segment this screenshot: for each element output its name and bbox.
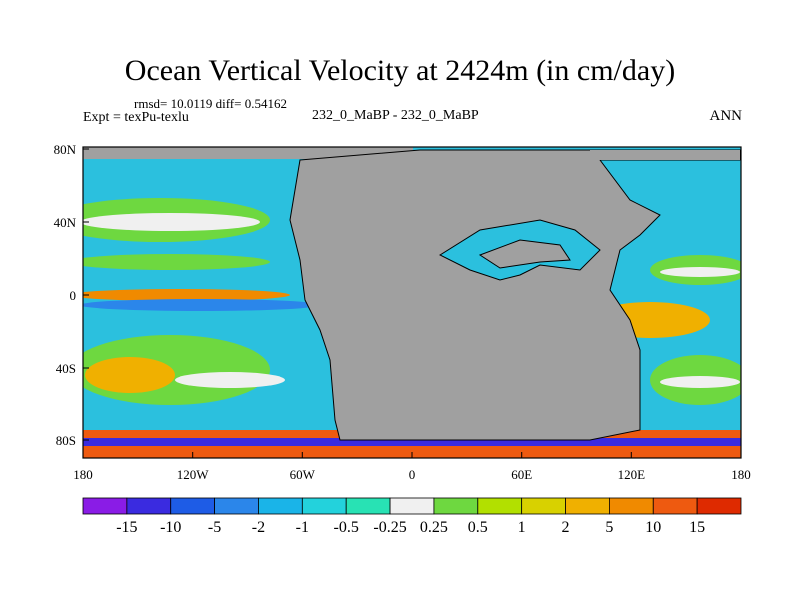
lon-tick-label: 120W bbox=[177, 467, 210, 482]
colorbar-swatch bbox=[565, 497, 610, 515]
case-label: 232_0_MaBP - 232_0_MaBP bbox=[312, 108, 479, 123]
lat-tick-label: 40S bbox=[56, 361, 76, 376]
plot-title: Ocean Vertical Velocity at 2424m (in cm/… bbox=[124, 54, 676, 87]
colorbar-swatch bbox=[652, 497, 698, 515]
colorbar-swatch bbox=[301, 497, 347, 515]
pacific-eq-blue bbox=[83, 299, 320, 311]
east-white-south bbox=[660, 376, 740, 388]
colorbar-label: -1 bbox=[296, 519, 309, 536]
lon-tick-label: 60W bbox=[290, 467, 316, 482]
colorbar-label: 5 bbox=[605, 519, 613, 536]
pacific-white-north bbox=[83, 213, 260, 231]
colorbar-swatch bbox=[126, 497, 172, 515]
map-field bbox=[83, 147, 741, 458]
longitude-axis: 180 120W 60W 0 60E 120E 180 bbox=[73, 452, 751, 482]
southern-ocean-blue bbox=[83, 438, 741, 446]
pacific-south-orange bbox=[85, 357, 175, 393]
colorbar-swatch bbox=[696, 497, 742, 515]
experiment-label: Expt = texPu-texlu bbox=[83, 110, 189, 125]
land-north-cap bbox=[590, 150, 740, 160]
lon-tick-label: 120E bbox=[618, 467, 646, 482]
colorbar-swatch bbox=[521, 497, 566, 515]
lon-tick-label: 0 bbox=[409, 467, 416, 482]
colorbar-swatch bbox=[82, 497, 128, 515]
lat-tick-label: 40N bbox=[54, 215, 77, 230]
colorbar: -15 -10 -5 -2 -1 -0.5 -0.25 0.25 0.5 1 2 5 10 15 bbox=[82, 497, 742, 536]
season-label: ANN bbox=[709, 108, 743, 124]
lat-tick-label: 80S bbox=[56, 433, 76, 448]
colorbar-label: -5 bbox=[208, 519, 221, 536]
lat-tick-label: 0 bbox=[70, 288, 77, 303]
colorbar-swatch bbox=[214, 497, 259, 515]
colorbar-label: -0.5 bbox=[334, 519, 359, 536]
east-white bbox=[660, 267, 740, 277]
lon-tick-label: 60E bbox=[511, 467, 532, 482]
land-east-inner bbox=[478, 239, 571, 269]
colorbar-label: 1 bbox=[518, 519, 526, 536]
colorbar-swatch bbox=[345, 497, 391, 515]
colorbar-label: 0.25 bbox=[420, 519, 448, 536]
colorbar-swatch bbox=[258, 497, 303, 515]
colorbar-label: -15 bbox=[116, 519, 137, 536]
colorbar-label: -0.25 bbox=[373, 519, 406, 536]
colorbar-label: 15 bbox=[689, 519, 705, 536]
latitude-axis: 80N 40N 0 40S 80S bbox=[54, 142, 89, 448]
colorbar-label: 0.5 bbox=[468, 519, 488, 536]
pacific-green-2 bbox=[83, 254, 270, 270]
colorbar-label: -10 bbox=[160, 519, 181, 536]
colorbar-swatch bbox=[477, 497, 523, 515]
colorbar-label: -2 bbox=[252, 519, 265, 536]
pacific-eq-orange bbox=[83, 289, 290, 301]
colorbar-label: 10 bbox=[645, 519, 661, 536]
colorbar-label: 2 bbox=[562, 519, 570, 536]
stats-line: rmsd= 10.0119 diff= 0.54162 bbox=[134, 96, 287, 111]
lon-tick-label: 180 bbox=[73, 467, 93, 482]
lat-tick-label: 80N bbox=[54, 142, 77, 157]
colorbar-swatch bbox=[609, 497, 654, 515]
band-north bbox=[83, 147, 413, 159]
lon-tick-label: 180 bbox=[731, 467, 751, 482]
colorbar-swatch bbox=[389, 497, 435, 515]
colorbar-swatch bbox=[170, 497, 216, 515]
pacific-south-white bbox=[175, 372, 285, 388]
colorbar-swatch bbox=[433, 497, 479, 515]
